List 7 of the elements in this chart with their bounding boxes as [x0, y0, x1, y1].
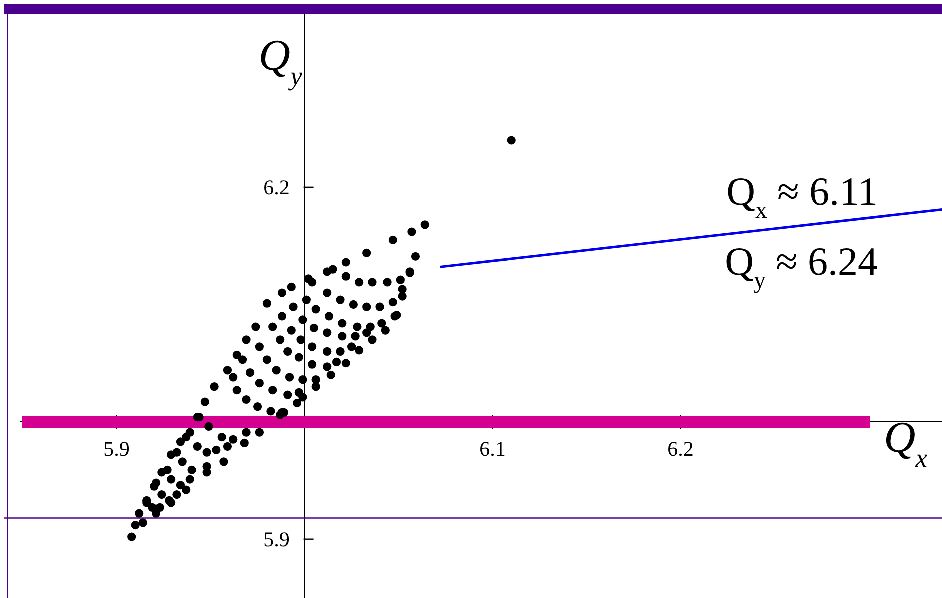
y-axis-title: Q$_{y}$: [258, 31, 303, 91]
x-tick-label: 6.2: [668, 437, 694, 462]
x-tick-label: 5.9: [104, 437, 130, 462]
annotation: Q$_{y}$ ≈ 6.24: [725, 239, 878, 294]
x-axis-title: Q$_{x}$: [884, 413, 928, 474]
annotation: Q$_{x}$ ≈ 6.11: [726, 169, 878, 224]
x-tick-label: 6.1: [480, 437, 506, 462]
